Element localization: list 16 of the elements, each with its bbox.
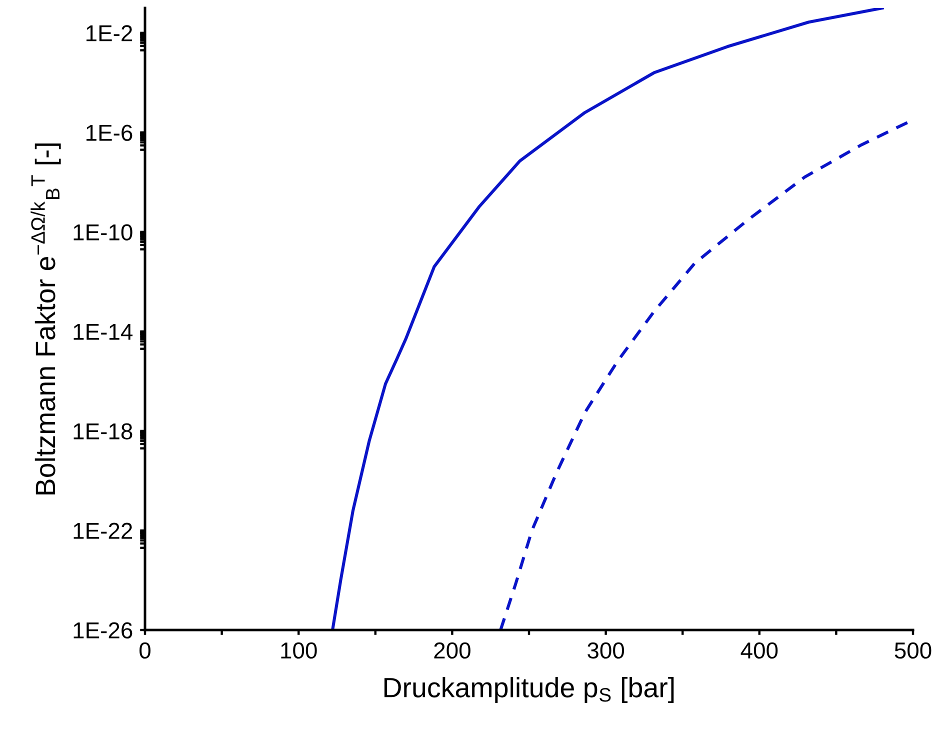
y-tick-label: 1E-2 xyxy=(86,25,132,42)
y-tick-label: 1E-10 xyxy=(74,224,132,240)
y-tick-label: 1E-6 xyxy=(86,124,132,141)
x-tick-label: 500 xyxy=(894,642,932,659)
x-tick-label: 300 xyxy=(588,642,624,659)
x-tick-label: 100 xyxy=(281,642,317,659)
x-axis-title: Druckamplitude p$_{S}$ [bar] xyxy=(384,677,674,703)
y-tick-label: 1E-22 xyxy=(74,522,132,539)
y-tick-label: 1E-26 xyxy=(74,622,132,639)
x-tick-label: 400 xyxy=(740,642,778,659)
y-tick-label: 1E-14 xyxy=(74,324,133,340)
y-tick-label: 1E-18 xyxy=(74,423,132,440)
y-axis-title: Boltzmann Faktor e$^{−ΔΩ/k}$$_{B}$$^{T}$ [-] xyxy=(30,144,61,494)
x-tick-label: 0 xyxy=(140,642,150,659)
x-tick-label: 200 xyxy=(434,642,470,659)
line-series xyxy=(331,8,884,630)
